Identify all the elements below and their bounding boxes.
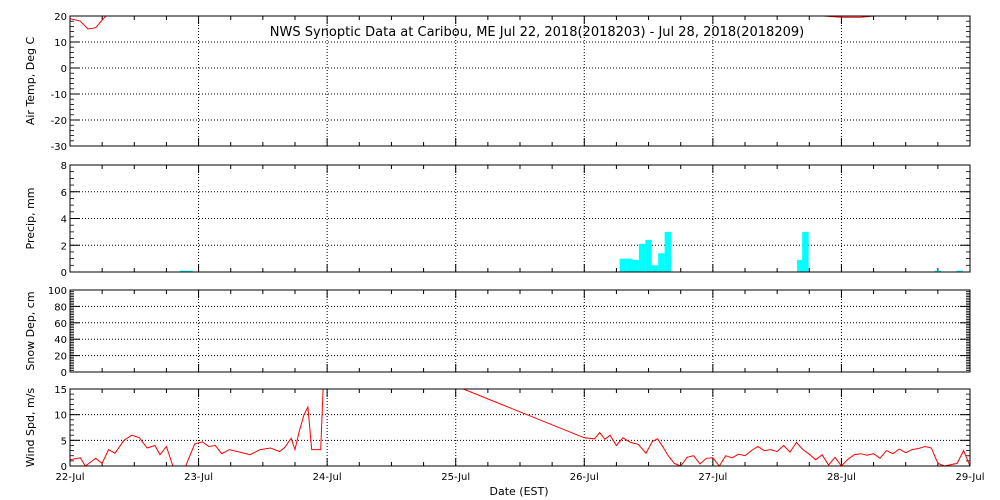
- series-wind-speed: [70, 389, 970, 466]
- y-tick-label: 60: [54, 319, 67, 330]
- y-tick-label: 20: [54, 352, 67, 363]
- precip-bar: [934, 270, 942, 272]
- y-tick-label: 0: [61, 268, 67, 279]
- chart-title: NWS Synoptic Data at Caribou, ME Jul 22,…: [270, 25, 804, 40]
- panel-air-temp: -30 -20 -10 0 10 20 Air Temp, Deg C: [24, 12, 971, 153]
- y-tick-label: 10: [54, 38, 67, 49]
- x-tick-label: 23-Jul: [184, 472, 213, 483]
- y-tick-label: 100: [48, 286, 67, 297]
- precip-bar: [658, 253, 665, 272]
- x-tick-label: 24-Jul: [313, 472, 342, 483]
- precip-bar: [186, 270, 193, 272]
- x-axis-label: Date (EST): [489, 485, 548, 498]
- panel-snow-depth: 0 20 40 60 80 100 Snow Dep, cm: [24, 286, 971, 379]
- panel-precip: 0 2 4 6 8 Precip, mm: [24, 161, 971, 279]
- y-tick-label: 6: [61, 188, 67, 199]
- precip-bar: [638, 243, 646, 272]
- y-tick-label: 5: [61, 436, 67, 447]
- y-axis-label-precip: Precip, mm: [24, 188, 37, 250]
- y-tick-label: 15: [54, 385, 67, 396]
- panel-frame: [69, 164, 971, 273]
- y-tick-label: 80: [54, 302, 67, 313]
- y-axis-label-wind-speed: Wind Spd, m/s: [24, 388, 37, 468]
- precip-bar: [626, 258, 633, 272]
- precip-bar: [632, 259, 639, 272]
- y-tick-label: 2: [61, 241, 67, 252]
- wind-speed-line: [70, 389, 970, 466]
- panel-wind-speed: 0 5 10 15 Wind Spd, m/s: [24, 385, 971, 473]
- x-tick-label: 22-Jul: [56, 472, 85, 483]
- panel-frame: [69, 388, 971, 467]
- y-tick-label: 0: [61, 64, 67, 75]
- precip-bar: [797, 259, 804, 272]
- precip-bar: [619, 258, 627, 272]
- y-tick-label: 40: [54, 335, 67, 346]
- y-axis-label-snow-depth: Snow Dep, cm: [24, 291, 37, 370]
- precip-bar: [651, 265, 659, 272]
- x-tick-label: 25-Jul: [441, 472, 470, 483]
- y-tick-label: 0: [61, 368, 67, 379]
- precip-bar: [956, 270, 963, 272]
- precip-bar: [645, 239, 652, 272]
- y-tick-label: 10: [54, 411, 67, 422]
- y-tick-label: 8: [61, 161, 67, 172]
- panel-frame: [69, 15, 971, 147]
- precip-bar: [802, 231, 809, 272]
- air-temp-line: [70, 16, 875, 30]
- precip-bar: [179, 270, 187, 272]
- y-tick-label: 0: [61, 462, 67, 473]
- x-tick-label: 28-Jul: [827, 472, 856, 483]
- y-tick-label: 4: [61, 215, 67, 226]
- y-axis-label-air-temp: Air Temp, Deg C: [24, 37, 37, 126]
- y-tick-label: -10: [51, 90, 67, 101]
- y-tick-label: -20: [51, 116, 67, 127]
- x-tick-label: 26-Jul: [570, 472, 599, 483]
- x-tick-label: 29-Jul: [956, 472, 985, 483]
- x-tick-label: 27-Jul: [698, 472, 727, 483]
- precip-bar: [664, 231, 672, 272]
- series-air-temp: [70, 16, 875, 30]
- series-precip: [179, 231, 963, 272]
- panel-frame: [69, 289, 971, 373]
- y-tick-label: 20: [54, 12, 67, 23]
- y-tick-label: -30: [51, 142, 67, 153]
